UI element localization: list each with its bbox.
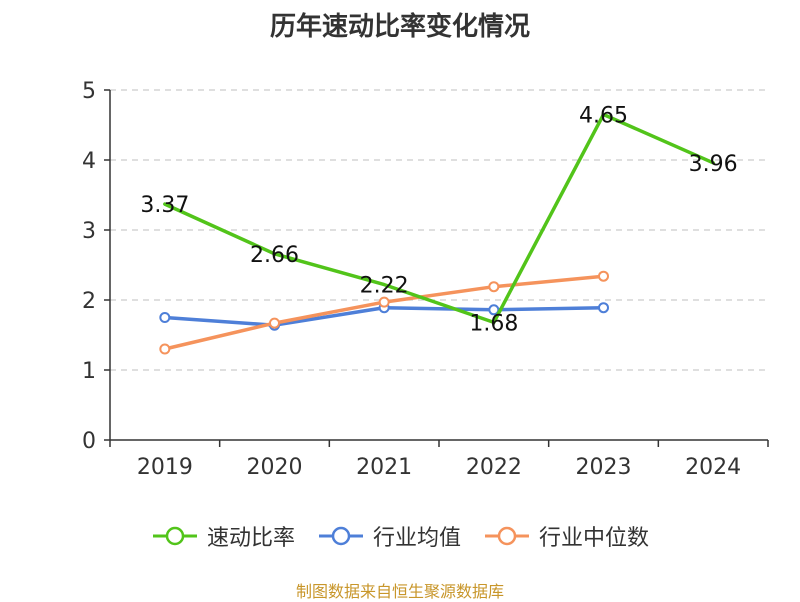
y-tick-label: 5	[82, 79, 96, 104]
legend-item-industry-median[interactable]: 行业中位数	[483, 520, 649, 552]
x-tick-label: 2024	[685, 455, 741, 480]
data-label: 3.37	[140, 193, 189, 218]
series-point-1	[159, 312, 171, 323]
y-tick-label: 4	[82, 149, 96, 174]
data-label: 2.66	[250, 243, 299, 268]
data-label: 2.22	[360, 274, 409, 299]
legend-swatch-industry-mean	[318, 526, 363, 546]
legend-swatch-quick-ratio	[152, 526, 197, 546]
series-point-2	[269, 317, 280, 329]
series-point-1	[598, 302, 609, 314]
legend: 速动比率 行业均值 行业中位数	[0, 520, 800, 552]
data-label: 4.65	[579, 104, 628, 129]
series-point-1	[488, 304, 500, 316]
y-tick-label: 1	[82, 359, 96, 384]
source-note: 制图数据来自恒生聚源数据库	[295, 582, 504, 601]
grid-lines	[110, 89, 768, 371]
series-point-2	[378, 296, 390, 308]
legend-item-industry-mean[interactable]: 行业均值	[317, 520, 461, 552]
y-tick-label: 0	[82, 429, 96, 454]
data-label: 1.68	[469, 311, 518, 336]
series-point-2	[598, 270, 609, 282]
legend-item-quick-ratio[interactable]: 速动比率	[151, 520, 295, 552]
x-tick-label: 2021	[356, 455, 412, 480]
x-tick-label: 2020	[247, 455, 303, 480]
legend-label-industry-mean: 行业均值	[372, 526, 461, 551]
legend-label-quick-ratio: 速动比率	[206, 526, 295, 551]
y-tick-label: 2	[82, 289, 96, 314]
series-lines	[159, 112, 715, 355]
axes: 0 1 2 3 4 5 2019 2020 2021 2022 2023 2024	[82, 79, 769, 480]
x-tick-label: 2023	[576, 455, 632, 480]
y-tick-label: 3	[82, 219, 96, 244]
legend-swatch-industry-median	[485, 526, 529, 546]
legend-label-industry-median: 行业中位数	[539, 526, 650, 551]
x-tick-label: 2022	[466, 455, 522, 480]
series-point-2	[159, 343, 171, 355]
series-point-2	[488, 281, 500, 293]
series-line-0	[163, 112, 715, 325]
chart-title: 历年速动比率变化情况	[269, 12, 530, 42]
x-tick-label: 2019	[137, 455, 193, 480]
data-labels: 3.37 2.66 2.22 1.68 4.65 3.96	[140, 104, 737, 337]
data-label: 3.96	[689, 152, 738, 177]
